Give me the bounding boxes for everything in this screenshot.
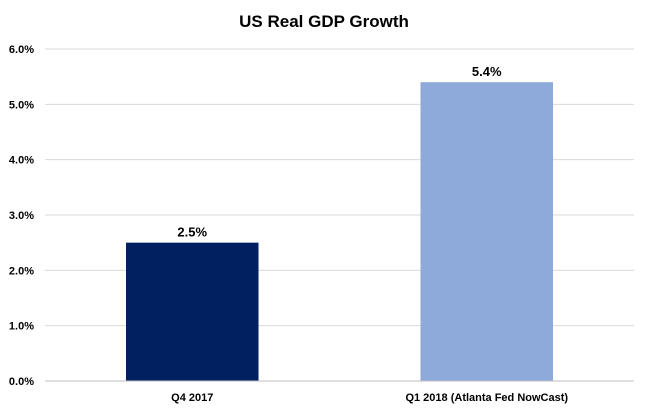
y-axis-ticks: 0.0% 1.0% 2.0% 3.0% 4.0% 5.0% 6.0% <box>9 44 34 388</box>
chart-title: US Real GDP Growth <box>239 12 409 31</box>
y-tick-label: 2.0% <box>9 265 34 277</box>
y-tick-label: 5.0% <box>9 99 34 111</box>
x-category-label: Q4 2017 <box>171 392 213 404</box>
y-tick-label: 6.0% <box>9 44 34 56</box>
y-tick-label: 3.0% <box>9 210 34 222</box>
x-axis-categories: Q4 2017 Q1 2018 (Atlanta Fed NowCast) <box>171 392 568 404</box>
data-labels: 2.5% 5.4% <box>177 64 502 239</box>
x-category-label: Q1 2018 (Atlanta Fed NowCast) <box>405 392 568 404</box>
bar <box>420 82 554 381</box>
bar <box>125 242 259 381</box>
data-label: 5.4% <box>472 64 502 79</box>
y-tick-label: 4.0% <box>9 155 34 167</box>
y-tick-label: 1.0% <box>9 321 34 333</box>
bars <box>125 82 554 381</box>
data-label: 2.5% <box>177 225 207 240</box>
y-tick-label: 0.0% <box>9 376 34 388</box>
